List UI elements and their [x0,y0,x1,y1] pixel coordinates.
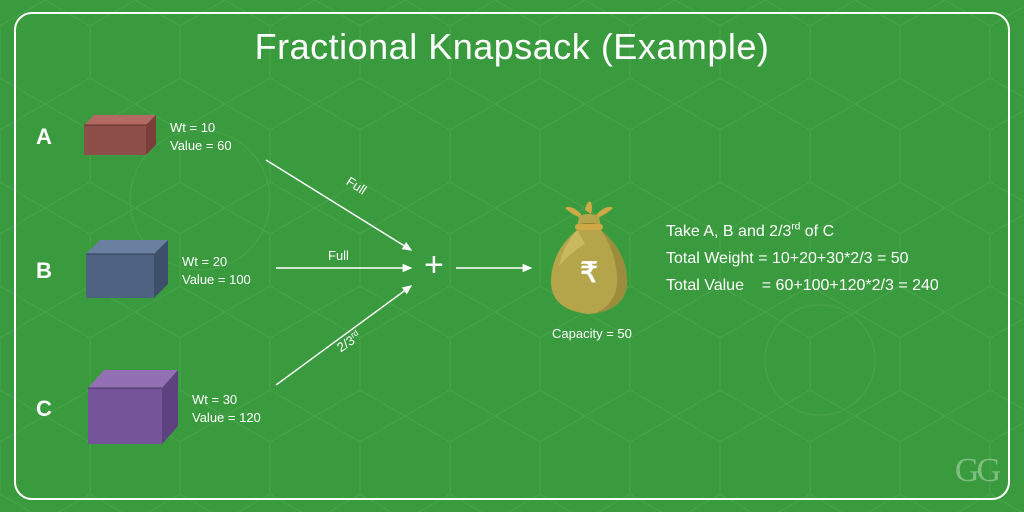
result-block: Take A, B and 2/3rd of C Total Weight = … [666,218,939,300]
item-a: A Wt = 10 Value = 60 [36,115,232,159]
box-a-icon [74,115,156,159]
item-c: C Wt = 30 Value = 120 [36,370,261,448]
item-a-label: A [36,124,60,150]
plus-symbol: + [424,246,444,285]
result-line-1: Take A, B and 2/3rd of C [666,218,939,245]
item-c-value: Value = 120 [192,409,261,427]
title-main: Fractional Knapsack [255,26,591,67]
item-a-info: Wt = 10 Value = 60 [170,119,232,154]
item-c-info: Wt = 30 Value = 120 [192,391,261,426]
knapsack-bag-icon: ₹ [541,200,637,325]
arrow-label-b: Full [328,248,349,263]
item-b-info: Wt = 20 Value = 100 [182,253,251,288]
arrow-label-c: 2/3rd [334,328,363,355]
capacity-label: Capacity = 50 [552,326,632,341]
box-b-icon [74,240,168,302]
box-c-icon [74,370,178,448]
page-title: Fractional Knapsack (Example) [0,26,1024,68]
item-c-weight: Wt = 30 [192,391,261,409]
result-line-3: Total Value = 60+100+120*2/3 = 240 [666,272,939,299]
item-b-weight: Wt = 20 [182,253,251,271]
title-subtitle: (Example) [601,26,770,67]
item-b-label: B [36,258,60,284]
watermark-logo: GG [955,452,998,490]
item-c-label: C [36,396,60,422]
arrow-label-a: Full [344,174,370,198]
result-line-2: Total Weight = 10+20+30*2/3 = 50 [666,245,939,272]
item-b: B Wt = 20 Value = 100 [36,240,251,302]
svg-text:₹: ₹ [580,257,598,288]
item-a-weight: Wt = 10 [170,119,232,137]
diagram-content: A Wt = 10 Value = 60 B Wt = 20 Value = 1… [36,90,988,492]
item-a-value: Value = 60 [170,137,232,155]
item-b-value: Value = 100 [182,271,251,289]
